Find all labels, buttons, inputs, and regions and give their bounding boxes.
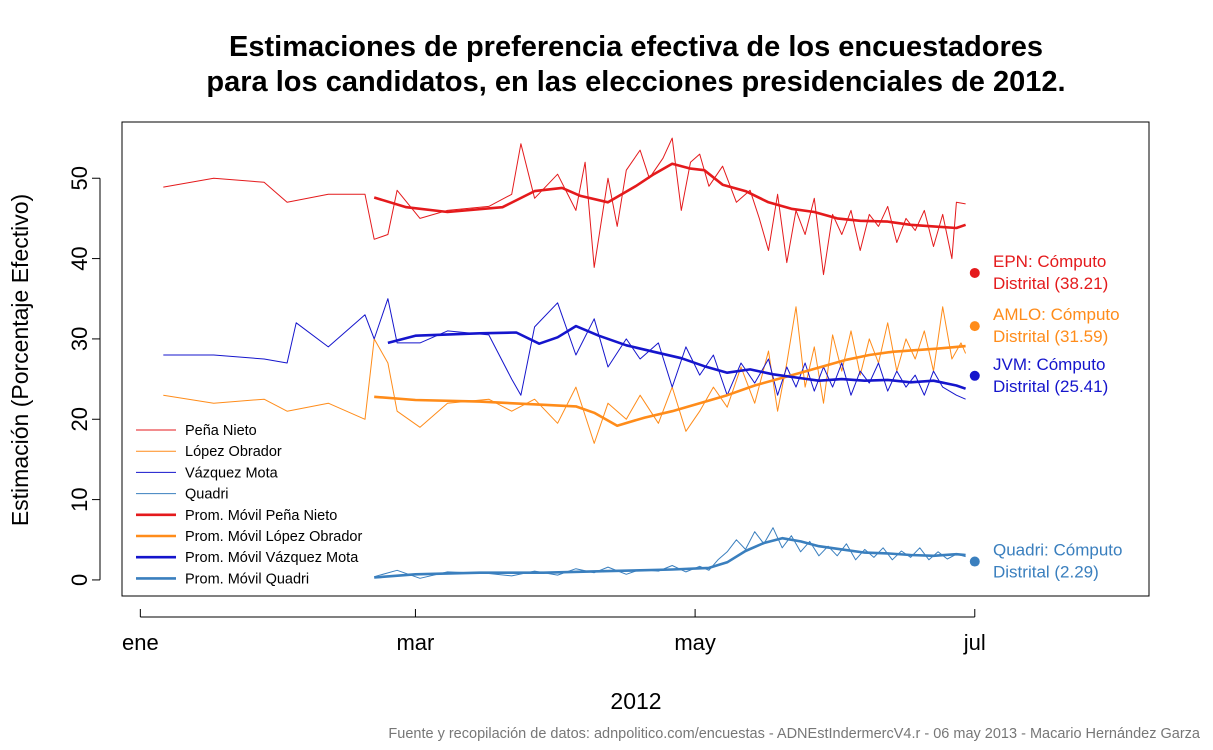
series-line-vazquez-mota bbox=[163, 298, 966, 400]
final-count-point bbox=[969, 321, 980, 332]
final-count-point bbox=[969, 370, 980, 381]
legend: Peña Nieto López Obrador Vázquez Mota Quadr… bbox=[136, 423, 362, 587]
final-count-label-line2: Distrital (25.41) bbox=[993, 377, 1108, 396]
final-count-label-line2: Distrital (2.29) bbox=[993, 563, 1099, 582]
final-count-annotations: EPN: Cómputo Distrital (38.21) AMLO: Cómpu… bbox=[969, 252, 1122, 582]
y-tick-label: 30 bbox=[67, 327, 92, 351]
series-line-prom-movil-pena-nieto bbox=[373, 162, 967, 230]
x-tick-label: may bbox=[674, 630, 716, 655]
final-count-label-line2: Distrital (31.59) bbox=[993, 327, 1108, 346]
legend-label: Prom. Móvil Vázquez Mota bbox=[185, 550, 359, 566]
y-tick-label: 50 bbox=[67, 166, 92, 190]
series-line-prom-movil-lopez-obrador bbox=[374, 344, 966, 428]
y-tick-label: 20 bbox=[67, 407, 92, 431]
legend-label: Prom. Móvil López Obrador bbox=[185, 529, 362, 545]
y-tick-label: 10 bbox=[67, 487, 92, 511]
x-tick-label: ene bbox=[122, 630, 159, 655]
y-tick-label: 40 bbox=[67, 246, 92, 270]
legend-label: Prom. Móvil Quadri bbox=[185, 571, 309, 587]
series-line-prom-movil-quadri bbox=[374, 536, 966, 579]
x-tick-label: jul bbox=[963, 630, 986, 655]
final-count-point bbox=[969, 267, 980, 278]
chart-title-line-2: para los candidatos, en las elecciones p… bbox=[206, 66, 1065, 98]
x-axis-title: 2012 bbox=[610, 688, 661, 714]
final-count-label-line1: Quadri: Cómputo bbox=[993, 541, 1122, 560]
final-count-point bbox=[969, 556, 980, 567]
series-line-pena-nieto bbox=[163, 137, 966, 276]
chart-title: Estimaciones de preferencia efectiva de … bbox=[206, 31, 1065, 98]
plot-frame bbox=[121, 121, 1150, 597]
y-axis-title: Estimación (Porcentaje Efectivo) bbox=[7, 194, 33, 526]
y-tick-label: 0 bbox=[67, 574, 92, 586]
final-count-label-line2: Distrital (38.21) bbox=[993, 274, 1108, 293]
final-count-label-line1: EPN: Cómputo bbox=[993, 252, 1106, 271]
final-count-label-line1: JVM: Cómputo bbox=[993, 355, 1105, 374]
series-lines bbox=[163, 137, 967, 579]
legend-label: Prom. Móvil Peña Nieto bbox=[185, 508, 337, 524]
x-axis: ene mar may jul bbox=[122, 609, 986, 655]
source-note: Fuente y recopilación de datos: adnpolit… bbox=[388, 726, 1201, 742]
y-axis: 0 10 20 30 40 50 bbox=[67, 166, 101, 586]
legend-label: López Obrador bbox=[185, 444, 282, 460]
chart-title-line-1: Estimaciones de preferencia efectiva de … bbox=[229, 31, 1043, 63]
legend-label: Vázquez Mota bbox=[185, 465, 279, 481]
final-count-label-line1: AMLO: Cómputo bbox=[993, 305, 1120, 324]
legend-label: Peña Nieto bbox=[185, 423, 257, 439]
x-tick-label: mar bbox=[396, 630, 434, 655]
series-line-lopez-obrador bbox=[163, 306, 967, 444]
legend-label: Quadri bbox=[185, 487, 229, 503]
series-line-prom-movil-vazquez-mota bbox=[387, 324, 967, 390]
